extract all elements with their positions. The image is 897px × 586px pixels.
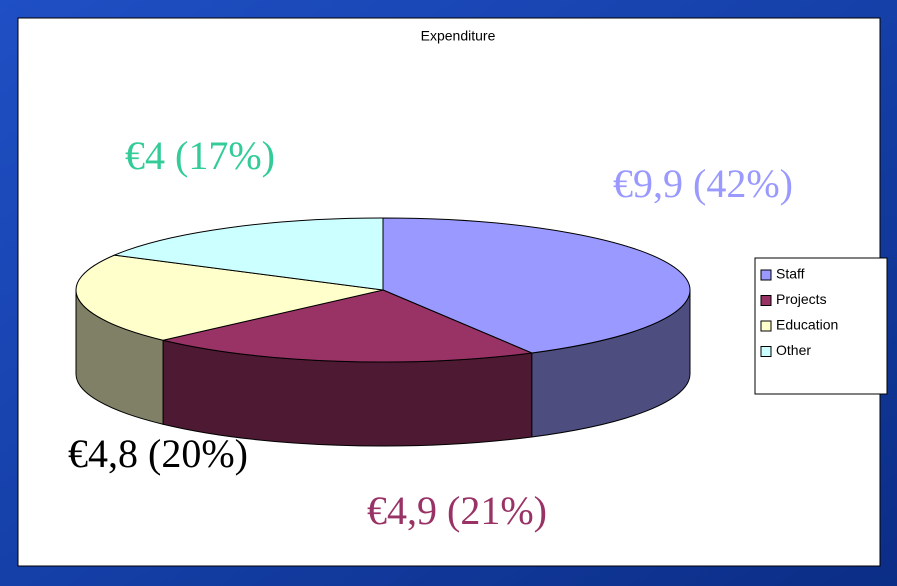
legend-swatch bbox=[760, 320, 772, 332]
slice bbox=[75, 254, 384, 341]
legend-label: Staff bbox=[776, 266, 805, 282]
data-label: €9,9 (42%) bbox=[613, 161, 793, 206]
legend-swatch bbox=[760, 346, 772, 357]
slice bbox=[382, 217, 691, 354]
legend-swatch bbox=[760, 269, 772, 281]
legend-label: Education bbox=[776, 317, 838, 333]
legend bbox=[754, 257, 888, 395]
slice bbox=[112, 217, 384, 291]
legend-label: Other bbox=[776, 342, 811, 358]
data-label: €4 (17%) bbox=[125, 133, 275, 178]
slice bbox=[162, 289, 534, 363]
chart-title: Expenditure bbox=[421, 28, 496, 44]
data-label: €4,8 (20%) bbox=[68, 431, 248, 476]
legend-label: Projects bbox=[776, 291, 827, 307]
legend-swatch bbox=[760, 295, 772, 306]
data-label: €4,9 (21%) bbox=[367, 488, 547, 533]
